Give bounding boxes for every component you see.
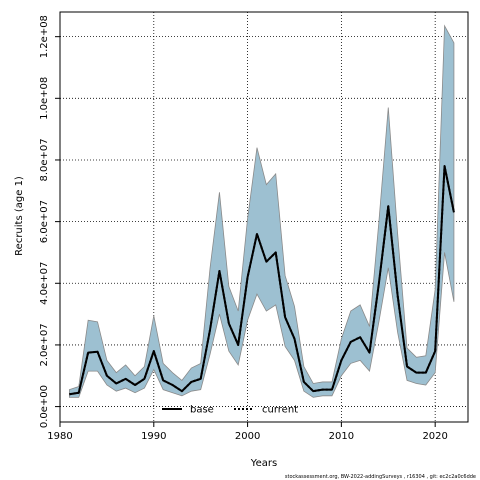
x-axis-title: Years	[250, 458, 277, 469]
y-tick-label: 8.0e+07	[39, 138, 50, 181]
legend-label-current: current	[262, 405, 298, 416]
footer-text: stockassessment.org, BW-2022-addingSurve…	[285, 474, 476, 480]
y-axis: 0.0e+00 2.0e+07 4.0e+07 6.0e+07 8.0e+07 1.0e+…	[39, 15, 60, 428]
series-lines	[69, 165, 455, 396]
y-tick-label: 2.0e+07	[39, 323, 50, 366]
y-tick-label: 6.0e+07	[39, 200, 50, 243]
legend-label-base: base	[190, 405, 214, 416]
x-tick-label: 1980	[47, 431, 72, 442]
x-tick-label: 1990	[141, 431, 166, 442]
y-tick-label: 0.0e+00	[39, 385, 50, 428]
confidence-band	[68, 24, 455, 398]
series-line-current	[69, 165, 455, 396]
x-tick-label: 2020	[422, 431, 447, 442]
x-axis: 1980 1990 2000 2010 2020	[47, 422, 448, 442]
y-tick-label: 1.2e+08	[39, 15, 50, 58]
legend: base current	[162, 405, 298, 416]
plot-frame	[59, 11, 469, 423]
y-axis-title: Recruits (age 1)	[14, 176, 25, 256]
x-tick-label: 2000	[235, 431, 260, 442]
x-tick-label: 2010	[329, 431, 354, 442]
confidence-band-area	[68, 24, 455, 398]
y-tick-label: 4.0e+07	[39, 262, 50, 305]
y-tick-label: 1.0e+08	[39, 77, 50, 120]
